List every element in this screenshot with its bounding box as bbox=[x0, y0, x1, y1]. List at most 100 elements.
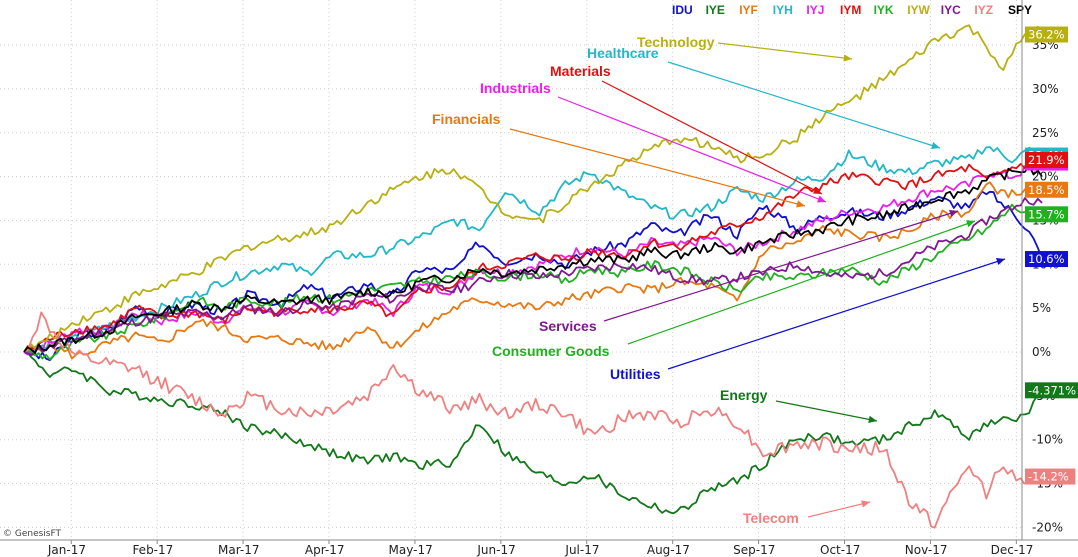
annotation-healthcare: Healthcare bbox=[587, 45, 659, 61]
last-value-box bbox=[1025, 468, 1076, 485]
legend-item-iyc: IYC bbox=[941, 3, 961, 17]
series-line-spy bbox=[23, 165, 1043, 354]
arrowhead-energy bbox=[868, 415, 877, 424]
last-value-text: 21.9% bbox=[1028, 153, 1065, 167]
last-value-box bbox=[1025, 26, 1068, 43]
arrow-utilities bbox=[667, 258, 1006, 370]
arrowhead-telecom bbox=[861, 500, 870, 508]
legend-item-spy: SPY bbox=[1008, 3, 1032, 17]
annotation-utilities: Utilities bbox=[610, 366, 661, 382]
y-tick-label: 20% bbox=[1032, 170, 1059, 184]
legend-item-iye: IYE bbox=[706, 3, 725, 17]
legend-item-idu: IDU bbox=[672, 3, 693, 17]
series-line-iym bbox=[23, 158, 1043, 353]
x-tick-label: Dec-17 bbox=[991, 543, 1034, 557]
annotation-financials: Financials bbox=[432, 111, 501, 127]
arrow-energy bbox=[775, 400, 878, 422]
last-value-box bbox=[1025, 151, 1068, 168]
annotation-energy: Energy bbox=[720, 387, 768, 403]
x-tick-label: May-17 bbox=[389, 543, 433, 557]
legend-item-iyk: IYK bbox=[874, 3, 894, 17]
legend-item-iym: IYM bbox=[840, 3, 861, 17]
x-tick-label: Jan-17 bbox=[47, 543, 86, 557]
last-value-iyf: 18.5% bbox=[1025, 181, 1068, 198]
x-tick-label: Jul-17 bbox=[564, 543, 599, 557]
y-tick-label: 5% bbox=[1032, 301, 1051, 315]
credit-text: © GenesisFT bbox=[3, 529, 62, 539]
legend-item-iyh: IYH bbox=[773, 3, 793, 17]
series-line-iyf bbox=[23, 181, 1043, 360]
series-line-idu bbox=[23, 190, 1043, 362]
arrowhead-technology bbox=[843, 54, 852, 62]
arrow-materials bbox=[601, 80, 823, 195]
y-tick-label: 0% bbox=[1032, 345, 1051, 359]
last-value-text: 36.2% bbox=[1028, 28, 1065, 42]
annotation-technology: Technology bbox=[637, 34, 715, 50]
annotation-services: Services bbox=[539, 318, 597, 334]
arrowhead-services bbox=[949, 209, 958, 217]
annotation-materials: Materials bbox=[550, 63, 611, 79]
series-line-iyw bbox=[23, 24, 1043, 353]
series-line-iyz bbox=[23, 311, 1043, 529]
x-tick-label: Sep-17 bbox=[733, 543, 775, 557]
last-value-idu: 10.6% bbox=[1025, 251, 1068, 268]
arrow-industrials bbox=[557, 96, 827, 203]
arrow-telecom bbox=[807, 501, 871, 518]
legend-item-iyf: IYF bbox=[739, 3, 758, 17]
arrowhead-healthcare bbox=[931, 142, 940, 150]
arrow-consumer-goods bbox=[627, 220, 976, 345]
arrow-healthcare bbox=[667, 61, 941, 149]
arrow-technology bbox=[717, 42, 853, 60]
x-tick-label: Apr-17 bbox=[305, 543, 345, 557]
series-line-iyc bbox=[23, 197, 1043, 356]
series-lines bbox=[23, 24, 1043, 529]
series-line-iyh bbox=[23, 146, 1043, 355]
y-tick-label: 30% bbox=[1032, 82, 1059, 96]
annotation-telecom: Telecom bbox=[743, 510, 799, 526]
annotation-arrows bbox=[509, 42, 1006, 518]
arrow-services bbox=[603, 210, 959, 322]
last-value-box bbox=[1025, 181, 1068, 198]
series-line-iyk bbox=[23, 203, 1043, 361]
y-tick-label: -20% bbox=[1032, 520, 1063, 534]
legend-item-iyj: IYJ bbox=[806, 3, 824, 17]
legend-item-iyz: IYZ bbox=[974, 3, 993, 17]
arrowhead-consumer-goods bbox=[966, 220, 975, 228]
arrowhead-financials bbox=[796, 200, 805, 208]
y-tick-label: 25% bbox=[1032, 126, 1059, 140]
x-tick-label: Feb-17 bbox=[132, 543, 173, 557]
last-value-iyz: -14.2% bbox=[1025, 468, 1076, 485]
legend: IDU IYE IYF IYH IYJ IYM IYK IYW IYC IYZ SPY bbox=[672, 3, 1032, 17]
arrow-financials bbox=[509, 128, 806, 207]
last-value-iye: -4.371% bbox=[1025, 382, 1078, 399]
x-tick-label: Jun-17 bbox=[476, 543, 515, 557]
series-line-iyj bbox=[23, 161, 1043, 356]
last-value-box bbox=[1025, 382, 1078, 399]
last-value-box bbox=[1025, 251, 1068, 268]
last-value-iyw: 36.2% bbox=[1025, 26, 1068, 43]
last-value-labels: 10.6%-4.371%18.5%22.4%21.6%21.9%15.7%36.… bbox=[1025, 26, 1078, 485]
y-tick-label: -10% bbox=[1032, 433, 1063, 447]
x-tick-label: Oct-17 bbox=[820, 543, 860, 557]
x-tick-label: Aug-17 bbox=[647, 543, 690, 557]
last-value-text: 10.6% bbox=[1028, 252, 1065, 266]
last-value-iyk: 15.7% bbox=[1025, 206, 1068, 223]
last-value-box bbox=[1025, 206, 1068, 223]
last-value-text: 18.5% bbox=[1028, 183, 1065, 197]
series-line-iye bbox=[23, 351, 1043, 515]
arrowhead-industrials bbox=[817, 195, 826, 203]
last-value-text: -4.371% bbox=[1028, 383, 1076, 397]
x-tick-label: Mar-17 bbox=[218, 543, 259, 557]
arrowhead-utilities bbox=[996, 258, 1005, 266]
arrowhead-materials bbox=[813, 186, 822, 194]
last-value-iym: 21.9% bbox=[1025, 151, 1068, 168]
x-tick-label: Nov-17 bbox=[905, 543, 948, 557]
legend-item-iyw: IYW bbox=[907, 3, 930, 17]
last-value-text: 15.7% bbox=[1028, 207, 1065, 221]
annotation-industrials: Industrials bbox=[480, 80, 551, 96]
last-value-text: -14.2% bbox=[1028, 470, 1069, 484]
annotation-consumer-goods: Consumer Goods bbox=[492, 343, 610, 359]
